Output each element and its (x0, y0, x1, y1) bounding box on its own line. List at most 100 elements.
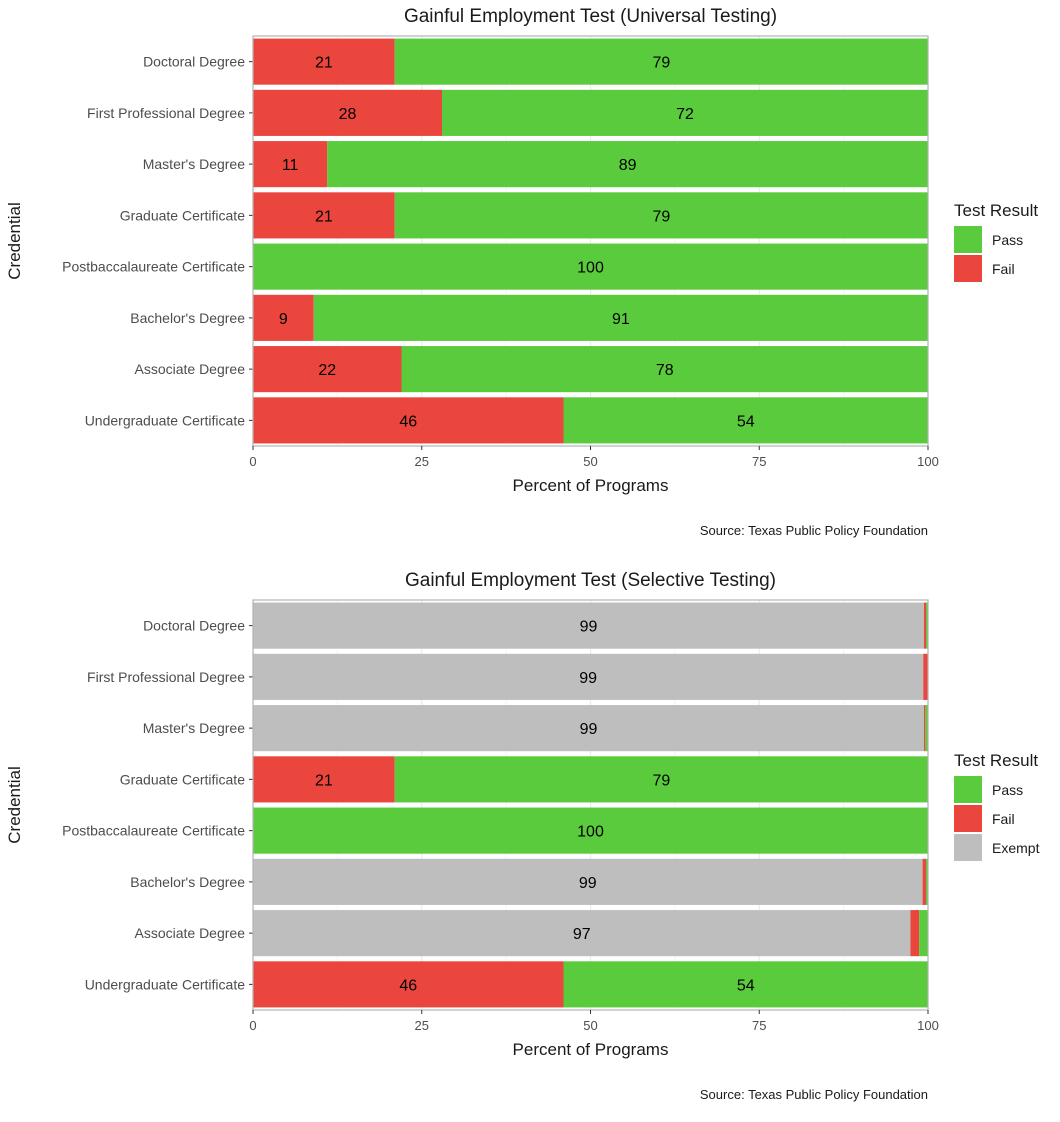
data-label: 99 (579, 875, 597, 892)
bar-pass (394, 756, 928, 803)
bar-fail (253, 961, 564, 1008)
data-label: 100 (577, 824, 604, 841)
bar-fail (923, 705, 926, 752)
legend-label: Pass (992, 782, 1023, 798)
data-label: 21 (315, 772, 333, 789)
data-label: 21 (315, 208, 333, 225)
y-tick-label: Graduate Certificate (120, 207, 245, 223)
bar-fail (922, 858, 926, 905)
data-label: 79 (652, 208, 670, 225)
y-tick-label: Associate Degree (134, 925, 245, 941)
bar-fail (910, 910, 920, 957)
bar-pass (394, 38, 928, 85)
bar-pass (442, 89, 928, 136)
y-tick-label: Master's Degree (143, 720, 245, 736)
bar-pass (401, 346, 928, 393)
bar-fail (923, 602, 926, 649)
bar-exempt (253, 653, 924, 700)
legend-label: Fail (992, 811, 1015, 827)
data-label: 79 (652, 772, 670, 789)
bar-fail (253, 346, 402, 393)
legend-swatch-fail (954, 805, 982, 832)
legend-label: Pass (992, 232, 1023, 248)
bar-pass (919, 910, 928, 957)
x-tick-label: 25 (415, 1018, 429, 1033)
data-label: 54 (737, 413, 755, 430)
y-axis-title: Credential (5, 766, 24, 844)
bar-pass (394, 192, 928, 239)
bar-exempt (253, 858, 923, 905)
data-label: 11 (282, 157, 299, 174)
data-label: 46 (399, 413, 417, 430)
legend-title: Test Result (954, 751, 1038, 770)
y-axis-title: Credential (5, 202, 24, 280)
source-caption: Source: Texas Public Policy Foundation (700, 1087, 928, 1102)
y-tick-label: Bachelor's Degree (130, 874, 245, 890)
bar-fail (253, 89, 442, 136)
legend-label: Fail (992, 261, 1015, 277)
legend-title: Test Result (954, 201, 1038, 220)
data-label: 79 (652, 55, 670, 72)
bar-fail (253, 756, 395, 803)
bar-pass (327, 141, 928, 188)
chart-title: Gainful Employment Test (Universal Testi… (404, 6, 777, 27)
legend: Test Result Pass Fail (954, 201, 1038, 282)
bar-fail (253, 38, 395, 85)
x-tick-label: 75 (752, 1018, 766, 1033)
data-label: 99 (580, 619, 598, 636)
x-axis-title: Percent of Programs (513, 476, 669, 495)
source-caption: Source: Texas Public Policy Foundation (700, 523, 928, 538)
y-tick-label: Associate Degree (134, 361, 245, 377)
y-tick-label: Undergraduate Certificate (85, 412, 246, 428)
data-label: 89 (619, 157, 637, 174)
bar-pass (313, 294, 928, 341)
bar-pass (253, 807, 928, 854)
data-label: 46 (399, 977, 417, 994)
bar-pass (563, 397, 928, 444)
y-tick-label: Postbaccalaureate Certificate (62, 823, 245, 839)
x-tick-label: 50 (583, 454, 597, 469)
x-tick-label: 75 (752, 454, 766, 469)
x-tick-label: 50 (583, 1018, 597, 1033)
bar-pass (925, 858, 928, 905)
x-tick-label: 25 (415, 454, 429, 469)
y-tick-label: Doctoral Degree (143, 618, 245, 634)
y-tick-label: First Professional Degree (87, 105, 245, 121)
chart-title: Gainful Employment Test (Selective Testi… (405, 570, 776, 591)
bar-pass (563, 961, 928, 1008)
legend-swatch-pass (954, 226, 982, 253)
y-tick-label: Postbaccalaureate Certificate (62, 259, 245, 275)
y-tick-label: Doctoral Degree (143, 54, 245, 70)
data-label: 21 (315, 55, 333, 72)
legend-label: Exempt (992, 840, 1040, 856)
bar-exempt (253, 910, 911, 957)
y-tick-label: First Professional Degree (87, 669, 245, 685)
bar-fail (923, 653, 928, 700)
bar-pass (925, 705, 928, 752)
bar-fail (253, 397, 564, 444)
data-label: 100 (577, 260, 604, 277)
x-tick-label: 100 (917, 454, 939, 469)
bar-pass (253, 243, 928, 290)
data-label: 22 (318, 362, 336, 379)
x-tick-label: 0 (249, 454, 256, 469)
y-tick-label: Master's Degree (143, 156, 245, 172)
bar-fail (253, 141, 328, 188)
y-tick-label: Undergraduate Certificate (85, 976, 246, 992)
x-axis-title: Percent of Programs (513, 1040, 669, 1059)
chart-1: Gainful Employment Test (Universal Testi… (5, 6, 1038, 538)
data-label: 99 (580, 721, 598, 738)
data-label: 97 (573, 926, 591, 943)
y-tick-label: Graduate Certificate (120, 771, 245, 787)
data-label: 9 (279, 311, 288, 328)
legend-swatch-fail (954, 255, 982, 282)
bar-pass (925, 602, 928, 649)
legend-swatch-exempt (954, 834, 982, 861)
legend: Test Result Pass Fail Exempt (954, 751, 1040, 861)
data-label: 78 (656, 362, 674, 379)
legend-swatch-pass (954, 776, 982, 803)
data-label: 28 (339, 106, 357, 123)
x-tick-label: 0 (249, 1018, 256, 1033)
